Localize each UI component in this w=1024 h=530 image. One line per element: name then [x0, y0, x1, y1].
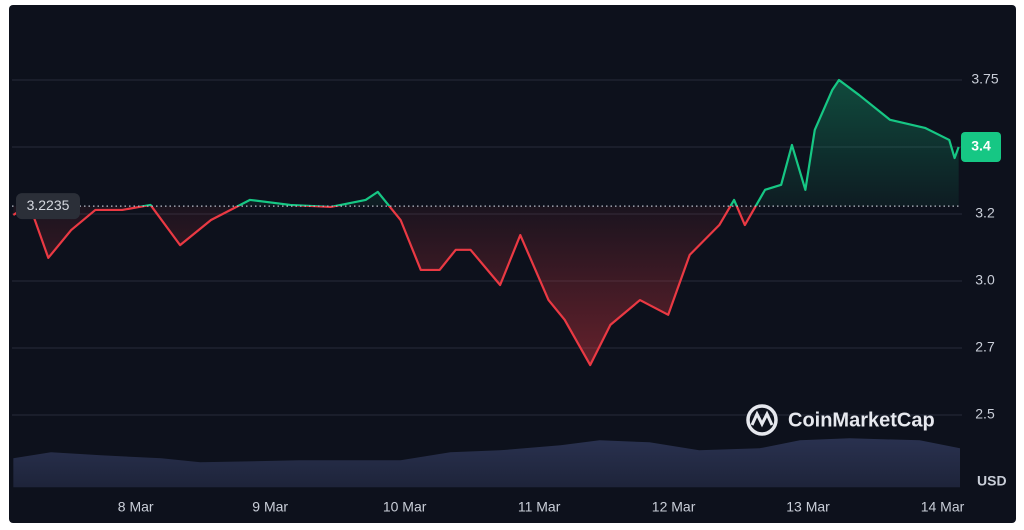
y-tick-label: 3.75	[971, 71, 998, 87]
x-tick-label: 9 Mar	[252, 499, 288, 515]
watermark-text: CoinMarketCap	[788, 409, 935, 431]
current-price-box	[961, 131, 1001, 162]
baseline-label: 3.2235	[27, 197, 70, 213]
x-tick-label: 11 Mar	[518, 499, 561, 515]
price-area	[13, 79, 959, 366]
volume-area	[13, 438, 961, 488]
chart-background	[9, 5, 1016, 523]
y-tick-label: 2.7	[975, 339, 995, 355]
x-tick-label: 8 Mar	[118, 499, 154, 515]
x-tick-label: 10 Mar	[383, 499, 427, 515]
watermark-logo-mark	[750, 410, 774, 428]
baseline-label-box	[16, 193, 80, 220]
watermark-logo	[746, 404, 778, 436]
y-tick-label: 3.0	[975, 272, 995, 288]
watermark: CoinMarketCap	[746, 404, 935, 436]
currency-label: USD	[977, 473, 1007, 489]
y-tick-label: 3.2	[975, 205, 995, 221]
current-price-label: 3.4	[971, 138, 991, 154]
y-tick-label: 2.5	[975, 406, 995, 422]
x-tick-label: 12 Mar	[652, 499, 696, 515]
x-tick-label: 14 Mar	[921, 499, 965, 515]
price-line	[12, 78, 960, 367]
x-tick-label: 13 Mar	[786, 499, 830, 515]
